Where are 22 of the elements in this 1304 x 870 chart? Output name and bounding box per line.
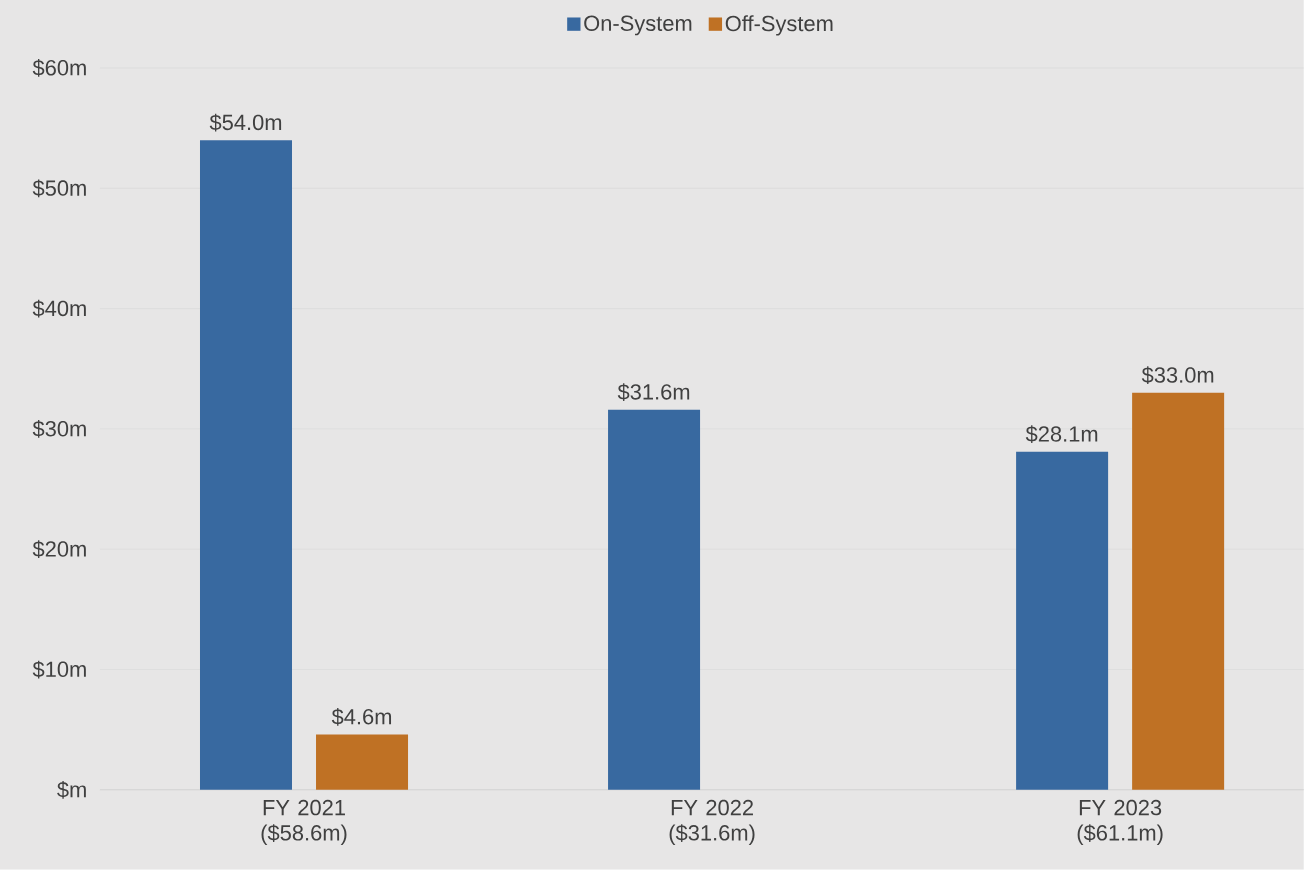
data-label: $28.1m: [1025, 425, 1098, 444]
bar: [316, 734, 409, 790]
y-tick-label: $20m: [32, 540, 86, 559]
legend-label: On-System: [584, 15, 692, 36]
x-tick-label: FY 2022 ($31.6m): [669, 799, 755, 846]
data-label: $54.0m: [209, 113, 282, 132]
y-tick-label: $30m: [32, 420, 86, 438]
x-tick-label: FY 2021 ($58.6m): [261, 799, 347, 846]
bar: [1016, 451, 1109, 790]
bar: [608, 409, 701, 790]
legend-label: Off-System: [725, 15, 833, 36]
y-tick-label: $40m: [32, 299, 86, 318]
y-tick-label: $m: [57, 781, 86, 799]
data-label: $4.6m: [331, 708, 392, 726]
x-tick-label: FY 2023 ($61.1m): [1077, 799, 1163, 846]
bar: [1132, 392, 1225, 790]
data-label: $33.0m: [1141, 366, 1214, 385]
bar: [200, 140, 293, 790]
data-label: $31.6m: [617, 383, 690, 402]
y-tick-label: $60m: [32, 59, 86, 77]
y-tick-label: $50m: [32, 179, 86, 198]
y-tick-label: $10m: [32, 660, 86, 679]
